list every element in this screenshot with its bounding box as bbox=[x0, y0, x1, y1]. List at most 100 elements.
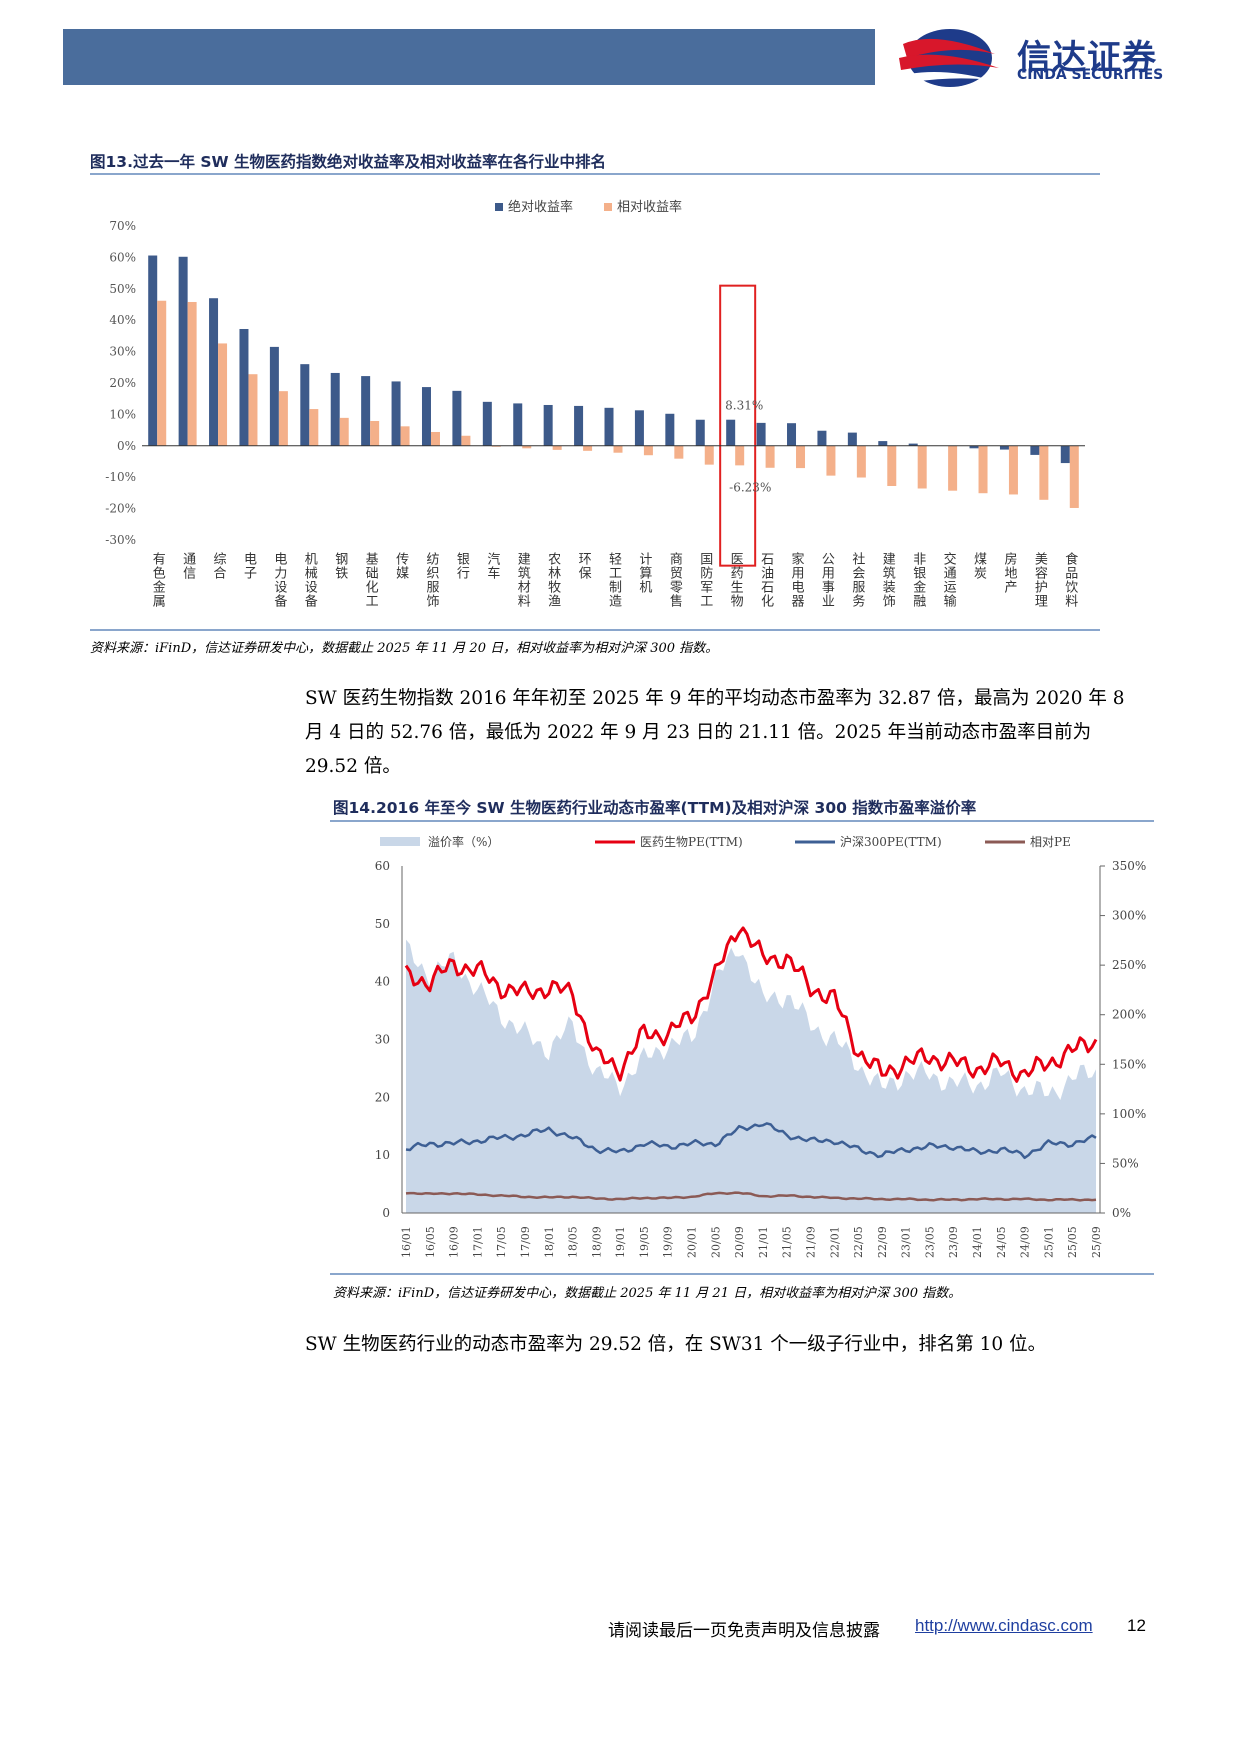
legend-swatch-premium bbox=[380, 837, 420, 846]
y-tick-label: 40% bbox=[109, 313, 136, 327]
x-tick-label: 19/09 bbox=[662, 1226, 675, 1258]
x-category-label: 计算机 bbox=[636, 552, 652, 594]
x-tick-label: 17/09 bbox=[519, 1226, 532, 1258]
y-tick-label: -10% bbox=[105, 470, 136, 484]
bar-absolute-return bbox=[1030, 445, 1040, 455]
y-tick-label: 0% bbox=[117, 439, 136, 453]
fig13-source: 资料来源：iFinD，信达证券研发中心，数据截止 2025 年 11 月 20 … bbox=[90, 641, 719, 656]
x-tick-label: 21/05 bbox=[781, 1226, 794, 1258]
legend-label-relpe: 相对PE bbox=[1030, 835, 1071, 849]
y-tick-label: -20% bbox=[105, 502, 136, 516]
bar-relative-return bbox=[552, 445, 562, 450]
x-tick-label: 19/05 bbox=[638, 1226, 651, 1258]
x-category-label: 有色金属 bbox=[150, 552, 166, 608]
x-category-label: 银行 bbox=[454, 552, 470, 580]
legend-label-rel: 相对收益率 bbox=[617, 199, 682, 215]
x-tick-label: 19/01 bbox=[614, 1226, 627, 1258]
bar-relative-return bbox=[826, 445, 836, 476]
x-tick-label: 20/01 bbox=[686, 1226, 699, 1258]
x-category-label: 石油石化 bbox=[758, 552, 774, 608]
bar-relative-return bbox=[430, 431, 440, 446]
x-category-label: 农林牧渔 bbox=[545, 552, 561, 608]
bar-relative-return bbox=[187, 301, 197, 446]
body-paragraph-1: SW 医药生物指数 2016 年年初至 2025 年 9 年的平均动态市盈率为 … bbox=[305, 688, 1125, 777]
x-tick-label: 24/09 bbox=[1019, 1226, 1032, 1258]
x-tick-label: 24/05 bbox=[995, 1226, 1008, 1258]
chart-legend: 绝对收益率 相对收益率 bbox=[495, 199, 682, 215]
x-tick-label: 18/09 bbox=[590, 1226, 603, 1258]
premium-area bbox=[406, 939, 1096, 1213]
bar-absolute-return bbox=[604, 407, 614, 446]
x-tick-label: 18/01 bbox=[543, 1226, 556, 1258]
bar-relative-return bbox=[917, 445, 927, 489]
x-tick-label: 21/01 bbox=[757, 1226, 770, 1258]
x-category-label: 汽车 bbox=[484, 552, 500, 580]
bar-relative-return bbox=[1039, 445, 1049, 500]
x-category-label: 食品饮料 bbox=[1062, 551, 1078, 608]
x-category-label: 纺织服饰 bbox=[423, 552, 439, 608]
bar-relative-return bbox=[157, 300, 167, 446]
bar-absolute-return bbox=[574, 405, 584, 446]
left-tick-label: 60 bbox=[375, 859, 390, 873]
bar-absolute-return bbox=[787, 423, 797, 446]
bar-relative-return bbox=[309, 409, 319, 446]
relative-pe-line bbox=[405, 1191, 1097, 1202]
x-category-label: 环保 bbox=[576, 552, 592, 580]
bar-absolute-return bbox=[634, 410, 644, 446]
legend-swatch-abs bbox=[495, 203, 503, 211]
right-tick-label: 100% bbox=[1112, 1107, 1146, 1121]
y-tick-label: -30% bbox=[105, 533, 136, 547]
legend-label-hs300: 沪深300PE(TTM) bbox=[840, 835, 942, 849]
bar-absolute-return bbox=[726, 419, 736, 446]
bar-relative-return bbox=[796, 445, 806, 469]
left-tick-label: 40 bbox=[375, 975, 390, 989]
x-category-label: 电子 bbox=[241, 552, 257, 580]
x-category-label: 建筑装饰 bbox=[880, 552, 896, 608]
x-category-label: 国防军工 bbox=[697, 552, 713, 608]
fig14-title: 图14.2016 年至今 SW 生物医药行业动态市盈率(TTM)及相对沪深 30… bbox=[333, 799, 977, 817]
bar-relative-return bbox=[339, 417, 349, 446]
logo-text-en: CINDA SECURITIES bbox=[1017, 67, 1164, 83]
x-tick-label: 16/05 bbox=[424, 1226, 437, 1258]
x-tick-label: 23/09 bbox=[947, 1226, 960, 1258]
footer-website-link[interactable]: http://www.cindasc.com bbox=[915, 1616, 1093, 1635]
x-tick-label: 21/09 bbox=[804, 1226, 817, 1258]
x-category-label: 传媒 bbox=[393, 552, 409, 580]
right-tick-label: 350% bbox=[1112, 859, 1146, 873]
page-number: 12 bbox=[1127, 1616, 1146, 1635]
body-paragraph-2: SW 生物医药行业的动态市盈率为 29.52 倍，在 SW31 个一级子行业中，… bbox=[305, 1334, 1047, 1355]
bar-relative-return bbox=[704, 445, 714, 465]
x-category-label: 轻工制造 bbox=[606, 552, 622, 608]
bar-relative-return bbox=[1069, 445, 1079, 508]
right-tick-label: 250% bbox=[1112, 958, 1146, 972]
x-category-label: 商贸零售 bbox=[667, 552, 683, 608]
bar-relative-return bbox=[643, 445, 653, 456]
right-tick-label: 300% bbox=[1112, 909, 1146, 923]
x-tick-label: 23/05 bbox=[923, 1226, 936, 1258]
bar-absolute-return bbox=[543, 404, 553, 446]
legend-label-premium: 溢价率（%） bbox=[428, 834, 499, 849]
x-category-label: 房地产 bbox=[1001, 551, 1017, 594]
x-tick-label: 16/01 bbox=[400, 1226, 413, 1258]
annotation-abs-value: 8.31% bbox=[725, 399, 763, 413]
left-tick-label: 30 bbox=[375, 1033, 390, 1047]
bar-absolute-return bbox=[1060, 445, 1070, 464]
x-category-label: 机械设备 bbox=[302, 552, 318, 608]
annotation-rel-value: -6.23% bbox=[729, 480, 771, 494]
bar-relative-return bbox=[370, 420, 380, 446]
y-tick-label: 60% bbox=[109, 250, 136, 264]
fig14-source-rule bbox=[330, 1273, 1154, 1275]
bar-absolute-return bbox=[421, 387, 431, 446]
bar-relative-return bbox=[948, 445, 958, 491]
bar-relative-return bbox=[978, 445, 988, 494]
bar-absolute-return bbox=[482, 401, 492, 446]
line-chart: 溢价率（%） 医药生物PE(TTM) 沪深300PE(TTM) 相对PE 0 10 20 30… bbox=[375, 834, 1147, 1258]
bar-absolute-return bbox=[239, 328, 249, 446]
x-tick-label: 22/05 bbox=[852, 1226, 865, 1258]
left-tick-label: 10 bbox=[375, 1148, 390, 1162]
chart-legend: 溢价率（%） 医药生物PE(TTM) 沪深300PE(TTM) 相对PE bbox=[380, 834, 1071, 849]
x-category-label: 家用电器 bbox=[789, 551, 805, 608]
fig13-title-rule bbox=[90, 173, 1100, 175]
bar-absolute-return bbox=[330, 372, 340, 446]
bar-relative-return bbox=[461, 435, 471, 446]
